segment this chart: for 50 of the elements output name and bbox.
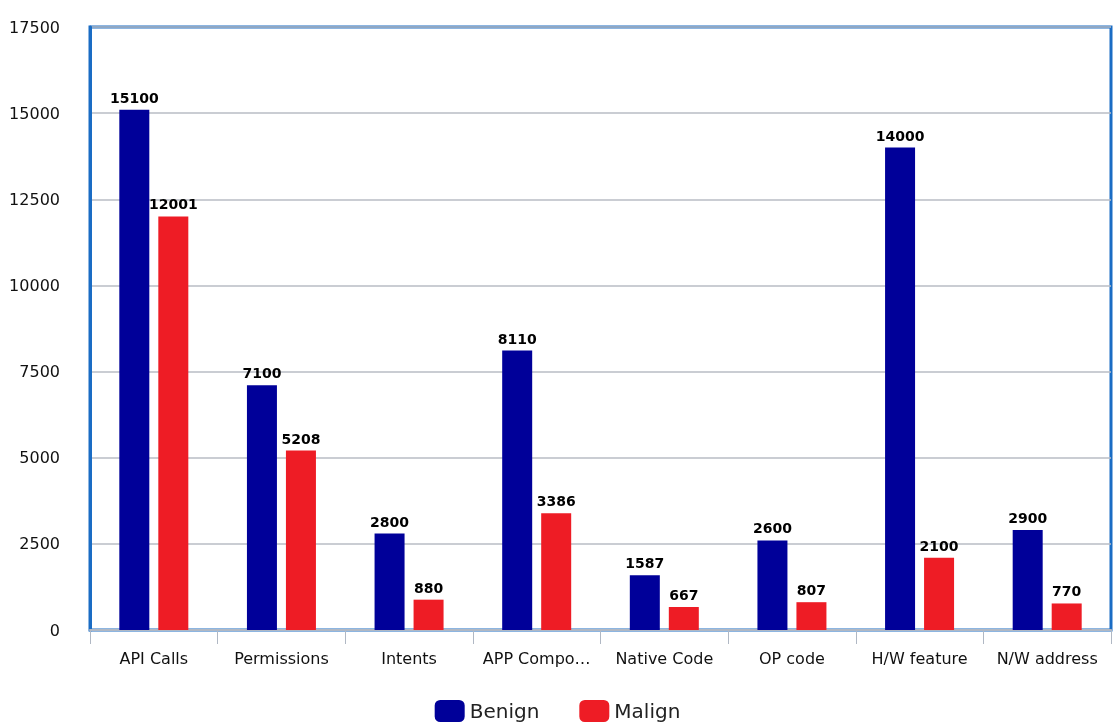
bar bbox=[1012, 530, 1043, 630]
x-tick-label: Native Code bbox=[615, 648, 714, 668]
x-tick-label: H/W feature bbox=[871, 648, 968, 668]
data-label: 2600 bbox=[752, 520, 793, 537]
bar bbox=[374, 533, 405, 630]
data-label: 2800 bbox=[370, 513, 410, 530]
bar bbox=[757, 540, 788, 630]
bar bbox=[285, 450, 316, 630]
x-tick-label: API Calls bbox=[119, 648, 189, 668]
y-tick-label: 5000 bbox=[19, 448, 60, 468]
bar bbox=[246, 385, 277, 630]
bar bbox=[629, 575, 660, 630]
data-label: 8110 bbox=[497, 330, 537, 347]
data-label: 5208 bbox=[281, 430, 321, 447]
bar bbox=[413, 599, 444, 630]
y-tick-label: 7500 bbox=[19, 362, 60, 382]
data-label: 7100 bbox=[242, 365, 282, 382]
data-label: 3386 bbox=[536, 493, 576, 510]
data-label: 2100 bbox=[919, 537, 959, 554]
x-tick-label: OP code bbox=[758, 648, 825, 668]
x-tick-label: Intents bbox=[381, 648, 437, 668]
data-label: 667 bbox=[669, 587, 699, 604]
y-tick-label: 17500 bbox=[9, 17, 60, 37]
bar bbox=[1051, 603, 1082, 630]
x-tick-label: Permissions bbox=[234, 648, 329, 668]
bar bbox=[668, 607, 699, 630]
y-tick-label: 10000 bbox=[9, 275, 60, 295]
bar bbox=[924, 557, 955, 630]
bar bbox=[119, 109, 150, 630]
y-tick-label: 12500 bbox=[9, 189, 60, 209]
x-tick-label: N/W address bbox=[996, 648, 1098, 668]
data-label: 14000 bbox=[875, 127, 925, 144]
bar bbox=[796, 602, 827, 630]
data-label: 770 bbox=[1052, 583, 1082, 600]
y-tick-label: 15000 bbox=[9, 103, 60, 123]
data-label: 2900 bbox=[1008, 510, 1048, 527]
x-tick-label: APP Compo… bbox=[482, 648, 591, 668]
bar bbox=[158, 216, 189, 630]
y-tick-label: 0 bbox=[49, 620, 60, 640]
legend-label: Malign bbox=[614, 699, 681, 723]
data-label: 1587 bbox=[625, 555, 665, 572]
legend-label: Benign bbox=[469, 699, 540, 723]
bar bbox=[502, 350, 533, 630]
data-label: 807 bbox=[796, 582, 827, 599]
bar bbox=[541, 513, 572, 630]
data-label: 880 bbox=[413, 579, 444, 596]
data-label: 15100 bbox=[109, 89, 159, 106]
bar bbox=[885, 147, 916, 630]
data-label: 12001 bbox=[148, 196, 198, 213]
y-tick-label: 2500 bbox=[19, 534, 60, 554]
